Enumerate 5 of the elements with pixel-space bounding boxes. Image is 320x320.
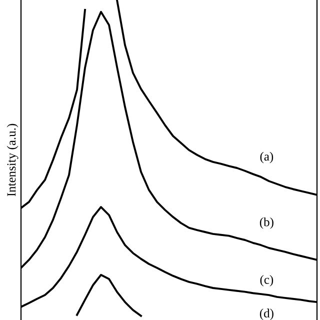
annotation: (c) [260,275,274,286]
y-axis-title: Intensity (a.u.) [6,124,18,196]
annotation: (a) [260,152,274,164]
annotation: (d) [260,308,274,320]
annotation: (b) [260,217,274,229]
